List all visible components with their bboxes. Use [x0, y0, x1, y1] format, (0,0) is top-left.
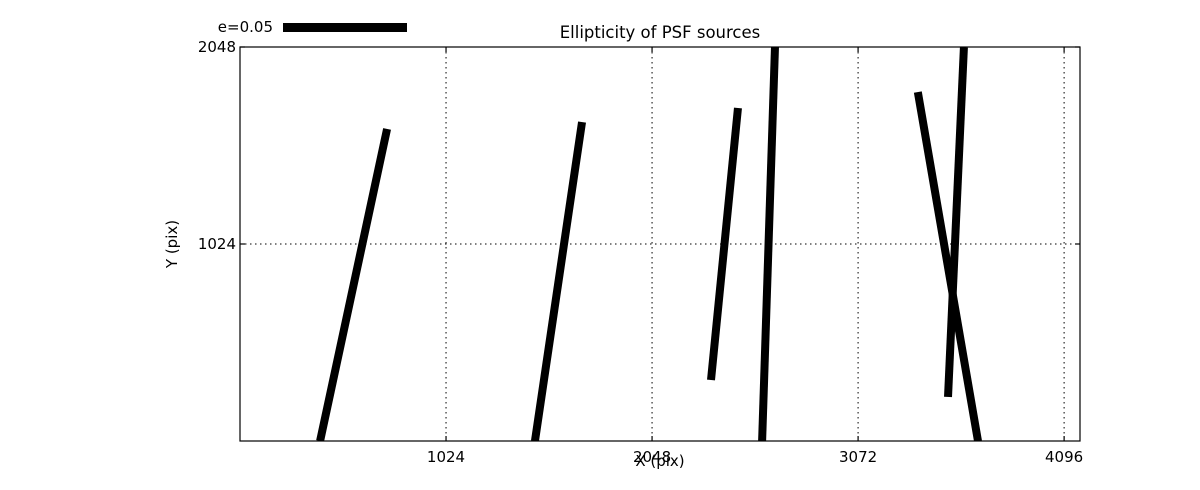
- chart-title: Ellipticity of PSF sources: [559, 23, 761, 42]
- ellipticity-sticks: [316, 47, 982, 441]
- ellipticity-stick: [707, 107, 742, 381]
- axes-frame: [239, 46, 1081, 442]
- ellipticity-stick: [316, 128, 391, 441]
- x-axis-label: X (pix): [635, 452, 685, 470]
- y-tick-label: 2048: [197, 38, 236, 56]
- y-tick-label: 1024: [197, 235, 236, 253]
- ellipticity-stick: [944, 47, 968, 398]
- ellipticity-stick: [913, 91, 982, 441]
- ellipticity-stick: [758, 47, 779, 441]
- legend-scale-bar: [283, 23, 407, 32]
- x-tick-label: 1024: [426, 448, 466, 466]
- y-axis-label: Y (pix): [163, 219, 181, 269]
- x-tick-label: 2048: [632, 448, 672, 466]
- x-tick-label: 4096: [1045, 448, 1084, 466]
- ellipticity-stick: [530, 121, 586, 441]
- legend-label: e=0.05: [217, 18, 273, 36]
- x-tick-label: 3072: [838, 448, 878, 466]
